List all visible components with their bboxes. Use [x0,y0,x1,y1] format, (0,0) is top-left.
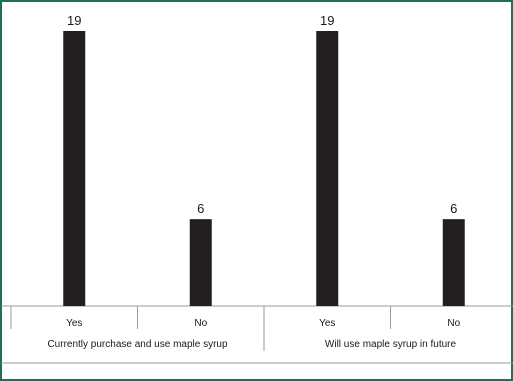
x-tick-label: No [447,318,460,329]
x-tick-label: No [194,318,207,329]
bar [316,31,339,306]
group-labels: Currently purchase and use maple syrup Wi… [47,339,456,350]
category-labels: Yes No Yes No [66,318,460,329]
data-label: 19 [320,13,334,28]
bar [442,219,465,306]
group-label: Will use maple syrup in future [325,339,457,350]
bar [63,31,86,306]
data-label: 19 [67,13,81,28]
x-tick-label: Yes [319,318,335,329]
x-tick-label: Yes [66,318,82,329]
category-table-lines [1,305,513,364]
group-label: Currently purchase and use maple syrup [47,339,228,350]
bar [189,219,212,306]
data-label: 6 [197,201,204,216]
data-label: 6 [450,201,457,216]
value-labels: 19 6 19 6 [67,13,457,216]
bars [63,31,465,306]
